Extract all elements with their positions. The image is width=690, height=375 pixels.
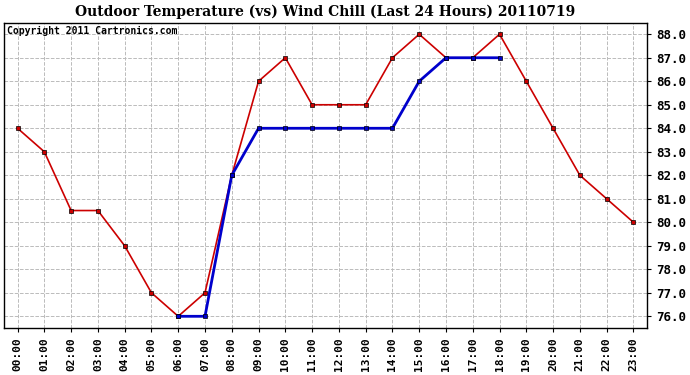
Title: Outdoor Temperature (vs) Wind Chill (Last 24 Hours) 20110719: Outdoor Temperature (vs) Wind Chill (Las… xyxy=(75,4,575,18)
Text: Copyright 2011 Cartronics.com: Copyright 2011 Cartronics.com xyxy=(8,26,178,36)
